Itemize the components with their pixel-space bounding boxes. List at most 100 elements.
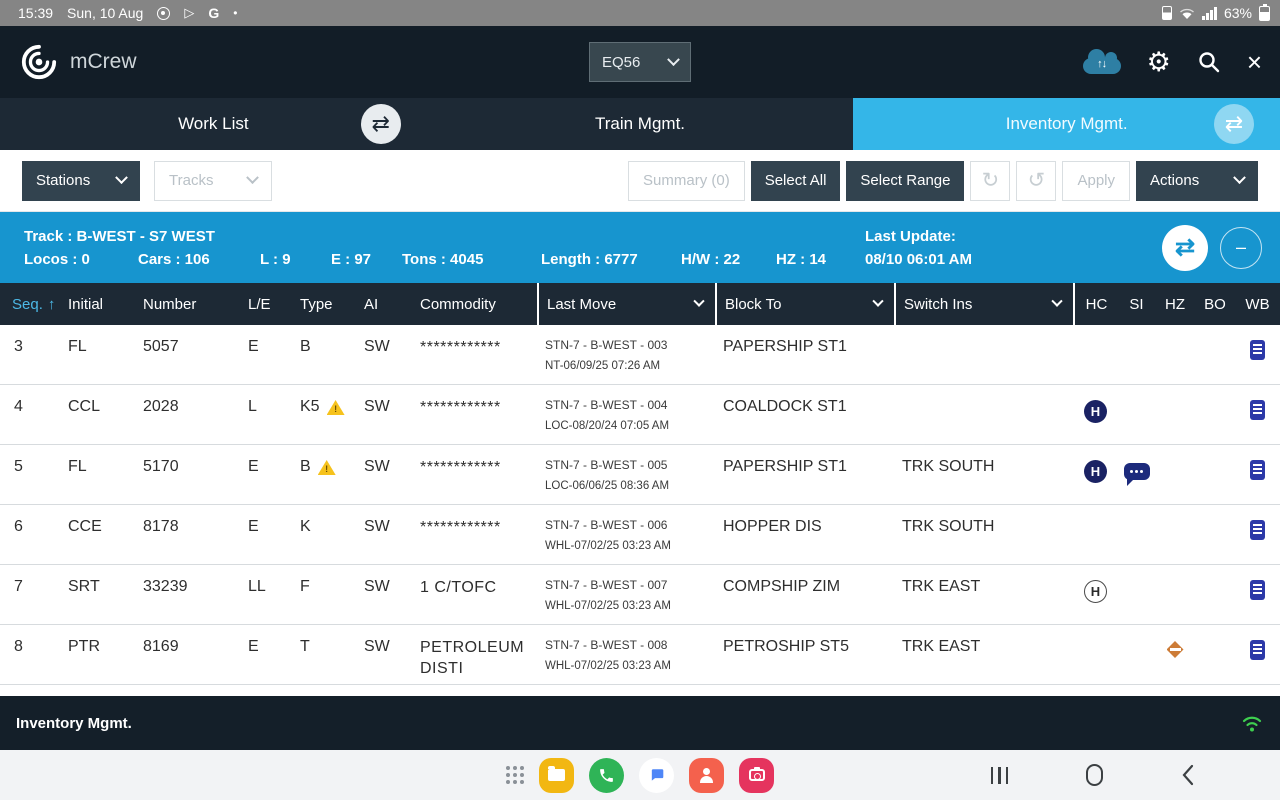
home-key[interactable] — [1086, 764, 1103, 786]
swap-icon[interactable]: ⇄ — [360, 104, 401, 144]
settings-gear-icon[interactable]: ⚙ — [1146, 46, 1171, 77]
cell-seq: 3 — [14, 338, 23, 355]
hazmat-diamond-icon — [1166, 641, 1184, 684]
column-header-block_to[interactable]: Block To — [715, 283, 894, 325]
undo-button[interactable]: ↺ — [1016, 160, 1057, 201]
cell-hc: H — [1073, 565, 1118, 624]
cell-hc — [1073, 625, 1118, 684]
column-label: HC — [1085, 295, 1108, 313]
cell-le: L — [248, 398, 257, 415]
train-selector[interactable]: EQ56 — [589, 42, 691, 82]
table-row[interactable]: 8 PTR 8169 E T SW PETROLEUM DISTI STN-7 - B-WES… — [0, 625, 1280, 685]
tab-train-mgmt[interactable]: Train Mgmt. — [427, 98, 854, 150]
table-row[interactable]: 7 SRT 33239 LL F SW 1 C/TOFC STN-7 - B-WEST - 0… — [0, 565, 1280, 625]
files-app-icon[interactable] — [539, 757, 574, 793]
select-all-button[interactable]: Select All — [750, 160, 841, 201]
column-header-last_move[interactable]: Last Move — [537, 283, 715, 325]
cell-ai: SW — [364, 518, 390, 535]
track-name: Track : B-WEST - S7 WEST — [24, 227, 215, 245]
stat-cars: Cars : 106 — [138, 250, 210, 268]
close-icon[interactable]: × — [1246, 47, 1262, 77]
cell-hc — [1073, 505, 1118, 564]
cell-type: K5! — [292, 385, 356, 444]
cell-hz — [1155, 505, 1195, 564]
table-row[interactable]: 3 FL 5057 E B SW ************ STN-7 - B-WEST - … — [0, 325, 1280, 385]
column-header-bo: BO — [1195, 283, 1235, 325]
track-summary-bar: Track : B-WEST - S7 WEST Last Update: Lo… — [0, 212, 1280, 283]
cell-last_move: STN-7 - B-WEST - 005 LOC-06/06/25 08:36 A… — [537, 445, 715, 504]
summary-button[interactable]: Summary (0) — [628, 160, 745, 201]
tab-work-list[interactable]: Work List ⇄ — [0, 98, 427, 150]
column-header-hz: HZ — [1155, 283, 1195, 325]
table-row[interactable]: 4 CCL 2028 L K5! SW ************ STN-7 - B-WEST… — [0, 385, 1280, 445]
column-label: Type — [300, 295, 333, 313]
search-icon[interactable] — [1197, 50, 1221, 74]
column-header-switch_ins[interactable]: Switch Ins — [894, 283, 1073, 325]
cell-initial: FL — [68, 458, 87, 475]
cell-le: E — [248, 638, 259, 655]
column-label: Switch Ins — [904, 295, 973, 313]
camera-app-icon[interactable] — [739, 757, 774, 793]
waybill-icon[interactable] — [1250, 340, 1265, 360]
type-code: B — [300, 338, 311, 355]
waybill-icon[interactable] — [1250, 580, 1265, 600]
phone-app-icon[interactable] — [589, 757, 624, 793]
stat-length: Length : 6777 — [541, 250, 638, 268]
cell-bo — [1195, 445, 1235, 504]
swap-track-icon[interactable]: ⇄ — [1162, 224, 1208, 271]
column-header-seq[interactable]: Seq. ↑ — [0, 283, 60, 325]
last-move-timestamp: WHL-07/02/25 03:23 AM — [545, 660, 671, 672]
cell-last_move: STN-7 - B-WEST - 003 NT-06/09/25 07:26 AM — [537, 325, 715, 384]
apps-grid-icon[interactable] — [506, 766, 524, 784]
cell-ai: SW — [364, 638, 390, 655]
notification-dot-icon: • — [233, 6, 238, 20]
tab-inventory-mgmt[interactable]: Inventory Mgmt. ⇄ — [853, 98, 1280, 150]
cell-commodity: ************ — [420, 459, 501, 476]
last-move-location: STN-7 - B-WEST - 008 — [545, 638, 668, 652]
waybill-icon[interactable] — [1250, 520, 1265, 540]
tracks-dropdown[interactable]: Tracks — [154, 160, 272, 201]
cell-hz — [1155, 565, 1195, 624]
recents-key[interactable] — [990, 766, 1008, 784]
select-range-button[interactable]: Select Range — [846, 160, 965, 201]
column-label: Seq. — [12, 295, 43, 313]
apply-label: Apply — [1077, 172, 1115, 189]
play-store-icon: ▷ — [184, 5, 195, 20]
column-label: L/E — [248, 295, 271, 313]
table-row[interactable]: 6 CCE 8178 E K SW ************ STN-7 - B-WEST -… — [0, 505, 1280, 565]
cell-initial: SRT — [68, 578, 100, 595]
tab-label: Inventory Mgmt. — [1005, 114, 1128, 133]
column-label: Number — [143, 295, 197, 313]
hold-badge: H — [1084, 400, 1107, 423]
cell-initial: CCL — [68, 398, 101, 415]
messages-app-icon[interactable] — [639, 757, 674, 793]
last-move-timestamp: NT-06/09/25 07:26 AM — [545, 360, 661, 372]
cell-type: T — [292, 625, 356, 684]
cell-seq: 8 — [14, 638, 23, 655]
cell-block_to: PAPERSHIP ST1 — [723, 338, 847, 355]
cell-wb — [1235, 565, 1280, 624]
contacts-app-icon[interactable] — [689, 757, 724, 793]
waybill-icon[interactable] — [1250, 400, 1265, 420]
waybill-icon[interactable] — [1250, 640, 1265, 660]
cell-number: 2028 — [143, 398, 179, 415]
last-update-value: 08/10 06:01 AM — [865, 250, 973, 268]
inventory-table-body: 3 FL 5057 E B SW ************ STN-7 - B-WEST - … — [0, 325, 1280, 696]
chevron-down-icon — [667, 52, 680, 66]
actions-dropdown[interactable]: Actions — [1136, 160, 1258, 201]
apply-button[interactable]: Apply — [1062, 160, 1130, 201]
cloud-sync-icon[interactable]: ↑↓ — [1082, 49, 1121, 74]
back-key[interactable] — [1181, 764, 1195, 786]
collapse-bar-icon[interactable]: – — [1220, 226, 1262, 269]
waybill-icon[interactable] — [1250, 460, 1265, 480]
table-row[interactable]: 5 FL 5170 E B! SW ************ STN-7 - B-WEST -… — [0, 445, 1280, 505]
stations-dropdown[interactable]: Stations — [22, 160, 140, 201]
column-header-le: L/E — [240, 283, 292, 325]
column-header-type: Type — [292, 283, 356, 325]
warning-icon: ! — [317, 460, 336, 475]
column-header-hc: HC — [1073, 283, 1118, 325]
swap-icon[interactable]: ⇄ — [1214, 104, 1255, 144]
refresh-button[interactable]: ↻ — [970, 160, 1011, 201]
column-header-initial: Initial — [60, 283, 135, 325]
